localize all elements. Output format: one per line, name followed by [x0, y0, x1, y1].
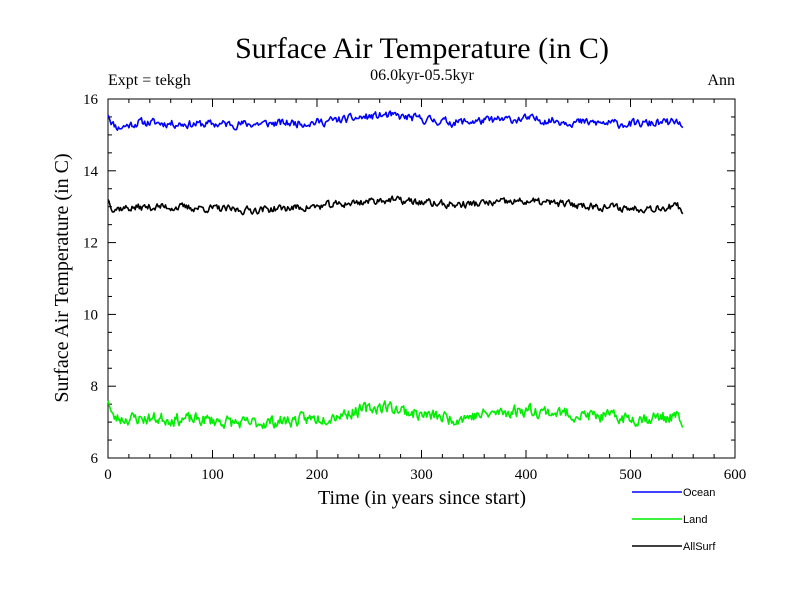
- y-axis: 6 8 10 12 14 16: [83, 92, 735, 467]
- y-tick-label: 12: [83, 236, 98, 252]
- y-axis-label: Surface Air Temperature (in C): [51, 153, 73, 402]
- series-line-allsurf: [107, 195, 684, 216]
- x-tick-label: 500: [619, 467, 642, 483]
- x-tick-label: 200: [306, 467, 329, 483]
- x-tick-label: 400: [515, 467, 538, 483]
- series-group: [107, 110, 684, 430]
- y-tick-label: 14: [83, 164, 99, 180]
- x-tick-label: 300: [410, 467, 433, 483]
- legend-label: Ocean: [683, 487, 715, 499]
- legend-label: AllSurf: [683, 541, 716, 553]
- x-tick-label: 100: [201, 467, 224, 483]
- chart-subtitle: 06.0kyr-05.5kyr: [370, 67, 474, 84]
- plot-frame: [107, 98, 736, 459]
- legend-label: Land: [683, 514, 707, 526]
- experiment-label: Expt = tekgh: [108, 72, 191, 89]
- legend: Ocean Land AllSurf: [632, 487, 716, 553]
- x-axis-label: Time (in years since start): [318, 487, 526, 509]
- series-line-ocean: [107, 110, 684, 131]
- chart-title: Surface Air Temperature (in C): [235, 32, 609, 65]
- season-label: Ann: [707, 72, 735, 89]
- y-tick-label: 6: [91, 451, 99, 467]
- y-tick-label: 10: [83, 307, 98, 323]
- series-line-land: [107, 400, 684, 430]
- x-tick-label: 0: [104, 467, 112, 483]
- y-tick-label: 8: [91, 379, 99, 395]
- y-tick-label: 16: [83, 92, 99, 108]
- x-tick-label: 600: [724, 467, 747, 483]
- x-axis: 0 100 200 300 400 500 600: [104, 99, 746, 483]
